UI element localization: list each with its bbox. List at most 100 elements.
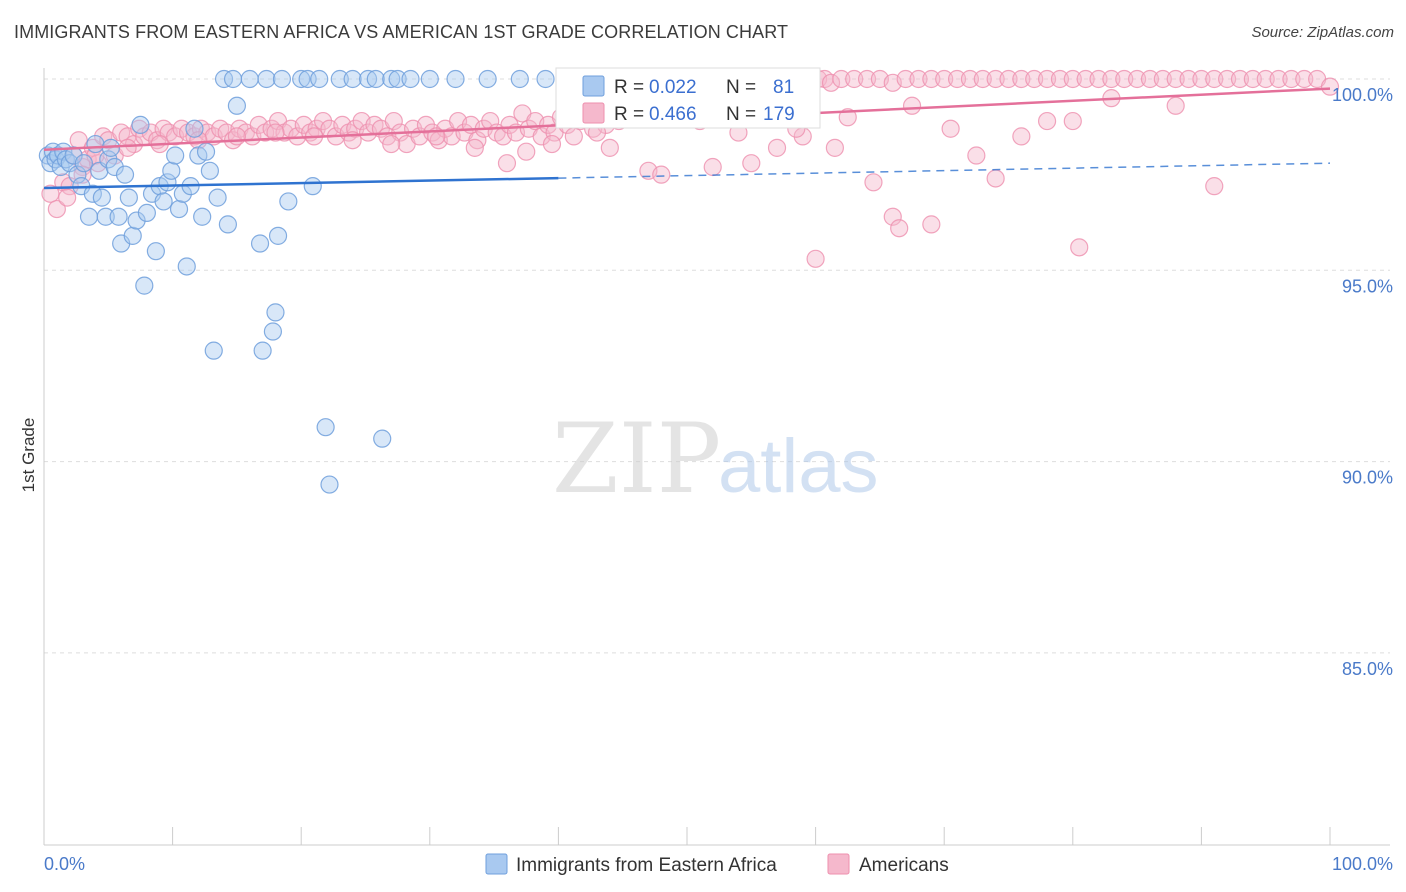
eastern-africa-trend-solid — [43, 176, 559, 190]
americans-point — [1166, 96, 1185, 115]
eastern-africa-point — [358, 69, 378, 89]
americans-point — [967, 146, 986, 165]
americans-point — [1205, 69, 1224, 89]
americans-point — [1037, 69, 1057, 89]
eastern-africa-point — [86, 134, 105, 154]
americans-point — [1102, 69, 1121, 89]
eastern-africa-point — [127, 211, 146, 230]
americans-point — [58, 188, 77, 207]
source-label: Source: ZipAtlas.com — [1251, 24, 1394, 41]
americans-point — [806, 249, 825, 268]
legend-swatch-pink — [582, 102, 605, 124]
eastern-africa-point — [79, 207, 99, 226]
americans-point — [909, 69, 928, 89]
americans-point — [832, 69, 851, 89]
americans-point — [986, 169, 1005, 188]
y-tick-labels: 85.0% 90.0% 95.0% 100.0% — [1332, 85, 1393, 679]
americans-point — [1295, 69, 1314, 89]
americans-point — [825, 138, 844, 157]
legend-swatch-americans — [827, 853, 850, 875]
legend-top: R = 0.022 N = 81 R = 0.466 N = 179 — [555, 67, 821, 129]
eastern-africa-point — [96, 207, 115, 226]
americans-point — [883, 207, 902, 226]
americans-point — [118, 138, 137, 157]
eastern-africa-point — [388, 69, 407, 89]
watermark: ZIP atlas — [552, 403, 879, 515]
eastern-africa-point — [115, 165, 135, 184]
grid-lines — [44, 78, 1390, 654]
americans-point — [47, 199, 66, 219]
americans-point — [1063, 69, 1082, 89]
americans-point — [1012, 127, 1031, 146]
americans-point — [1127, 69, 1147, 89]
x-tick-labels: 0.0% 100.0% — [44, 854, 1393, 874]
americans-point — [1089, 69, 1108, 89]
eastern-africa-point — [83, 184, 102, 203]
legend-n-label: N = — [726, 104, 756, 125]
eastern-africa-point — [510, 69, 529, 89]
americans-point — [973, 69, 992, 89]
americans-point — [864, 173, 883, 192]
eastern-africa-point — [146, 242, 165, 261]
americans-point — [742, 154, 761, 173]
watermark-atlas: atlas — [718, 424, 879, 509]
eastern-africa-point — [263, 322, 283, 341]
eastern-africa-point — [177, 257, 196, 276]
eastern-africa-point — [310, 69, 329, 89]
eastern-africa-point — [227, 96, 246, 115]
americans-point — [564, 127, 583, 146]
americans-point — [1140, 69, 1160, 89]
eastern-africa-point — [330, 69, 349, 89]
americans-point — [845, 69, 864, 89]
watermark-zip: ZIP — [552, 403, 721, 515]
eastern-africa-point — [223, 69, 243, 89]
eastern-africa-point — [253, 341, 272, 360]
eastern-africa-point — [105, 157, 124, 177]
chart-title: IMMIGRANTS FROM EASTERN AFRICA VS AMERIC… — [14, 22, 789, 42]
eastern-africa-point — [166, 146, 185, 165]
eastern-africa-point — [268, 226, 288, 245]
americans-point — [821, 73, 841, 92]
eastern-africa-point — [204, 341, 223, 360]
eastern-africa-point — [74, 154, 93, 173]
americans-point — [1243, 69, 1262, 89]
legend-r-label: R = — [614, 104, 644, 125]
americans-point — [922, 215, 941, 234]
legend-r-value: 0.022 — [649, 77, 697, 98]
eastern-africa-point — [200, 161, 219, 180]
americans-point — [703, 157, 722, 177]
eastern-africa-point — [401, 69, 420, 89]
americans-point — [542, 134, 562, 154]
legend-n-value: 179 — [763, 104, 795, 125]
americans-point — [1115, 69, 1134, 89]
americans-point — [902, 96, 922, 115]
eastern-africa-point — [123, 226, 142, 245]
legend-n-value: 81 — [773, 77, 794, 98]
eastern-africa-point — [193, 207, 212, 226]
americans-point — [1256, 69, 1275, 89]
eastern-africa-point — [279, 192, 298, 211]
legend-swatch-blue — [582, 75, 605, 97]
americans-point — [1269, 69, 1288, 89]
americans-point — [896, 69, 915, 89]
y-tick-label: 100.0% — [1332, 85, 1393, 105]
x-tick-label: 100.0% — [1332, 854, 1393, 874]
eastern-africa-point — [154, 192, 173, 211]
americans-point — [986, 69, 1005, 89]
eastern-africa-point — [536, 69, 555, 89]
eastern-africa-point — [64, 146, 83, 165]
americans-point — [767, 138, 787, 157]
americans-point — [465, 138, 484, 157]
americans-point — [1230, 69, 1250, 89]
americans-point — [1025, 69, 1044, 89]
y-axis-title: 1st Grade — [19, 418, 38, 493]
americans-point — [1179, 69, 1198, 89]
americans-point — [922, 69, 941, 89]
eastern-africa-point — [366, 69, 385, 89]
eastern-africa-point — [303, 177, 322, 196]
x-tick-label: 0.0% — [44, 854, 85, 874]
eastern-africa-point — [266, 303, 285, 322]
eastern-africa-point — [119, 188, 138, 207]
legend-bottom: Immigrants from Eastern Africa Americans — [485, 853, 949, 876]
